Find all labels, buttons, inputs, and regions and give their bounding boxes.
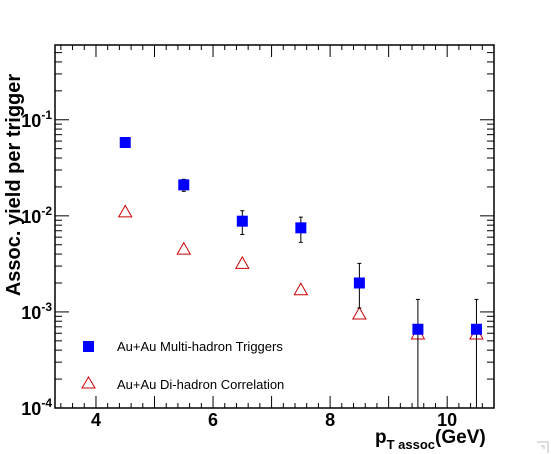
data-point-multi-hadron — [353, 277, 365, 289]
legend-marker-multi-hadron — [83, 341, 94, 352]
x-axis-title-sub: T assoc — [387, 437, 435, 452]
data-point-multi-hadron — [412, 323, 424, 335]
y-tick-label: 10-4 — [21, 396, 52, 419]
corner-mark — [537, 441, 549, 453]
axis-ticks — [55, 44, 495, 409]
x-tick-label: 10 — [437, 410, 457, 430]
y-tick-label: 10-2 — [21, 204, 52, 227]
data-point-multi-hadron — [119, 136, 131, 148]
data-point-di-hadron — [293, 282, 309, 296]
legend: Au+Au Multi-hadron Triggers Au+Au Di-had… — [81, 339, 284, 392]
data-point-di-hadron — [117, 204, 133, 218]
y-axis-title: Assoc. yield per trigger — [3, 74, 25, 297]
y-tick-label: 10-3 — [21, 300, 52, 323]
data-series — [117, 136, 484, 409]
data-point-di-hadron — [176, 241, 192, 255]
legend-marker-di-hadron — [81, 376, 96, 389]
legend-label-multi-hadron: Au+Au Multi-hadron Triggers — [117, 339, 283, 354]
data-point-multi-hadron — [178, 179, 190, 191]
x-axis-title-main: p — [375, 427, 387, 448]
data-point-multi-hadron — [470, 323, 482, 335]
data-point-multi-hadron — [236, 215, 248, 227]
data-point-multi-hadron — [295, 222, 307, 234]
y-tick-label: 10-1 — [21, 108, 52, 131]
plot-frame — [54, 44, 495, 409]
x-tick-label: 6 — [208, 410, 218, 430]
x-tick-label: 8 — [325, 410, 335, 430]
legend-label-di-hadron: Au+Au Di-hadron Correlation — [117, 377, 284, 392]
data-point-di-hadron — [352, 306, 367, 320]
x-tick-label: 4 — [91, 410, 101, 430]
x-axis-title: pT assoc(GeV) — [375, 427, 486, 452]
x-axis-title-unit: (GeV) — [435, 427, 486, 448]
data-point-di-hadron — [234, 255, 250, 269]
x-tick-labels: 4 6 8 10 — [91, 410, 457, 430]
y-tick-labels: 10-4 10-3 10-2 10-1 — [21, 108, 52, 419]
